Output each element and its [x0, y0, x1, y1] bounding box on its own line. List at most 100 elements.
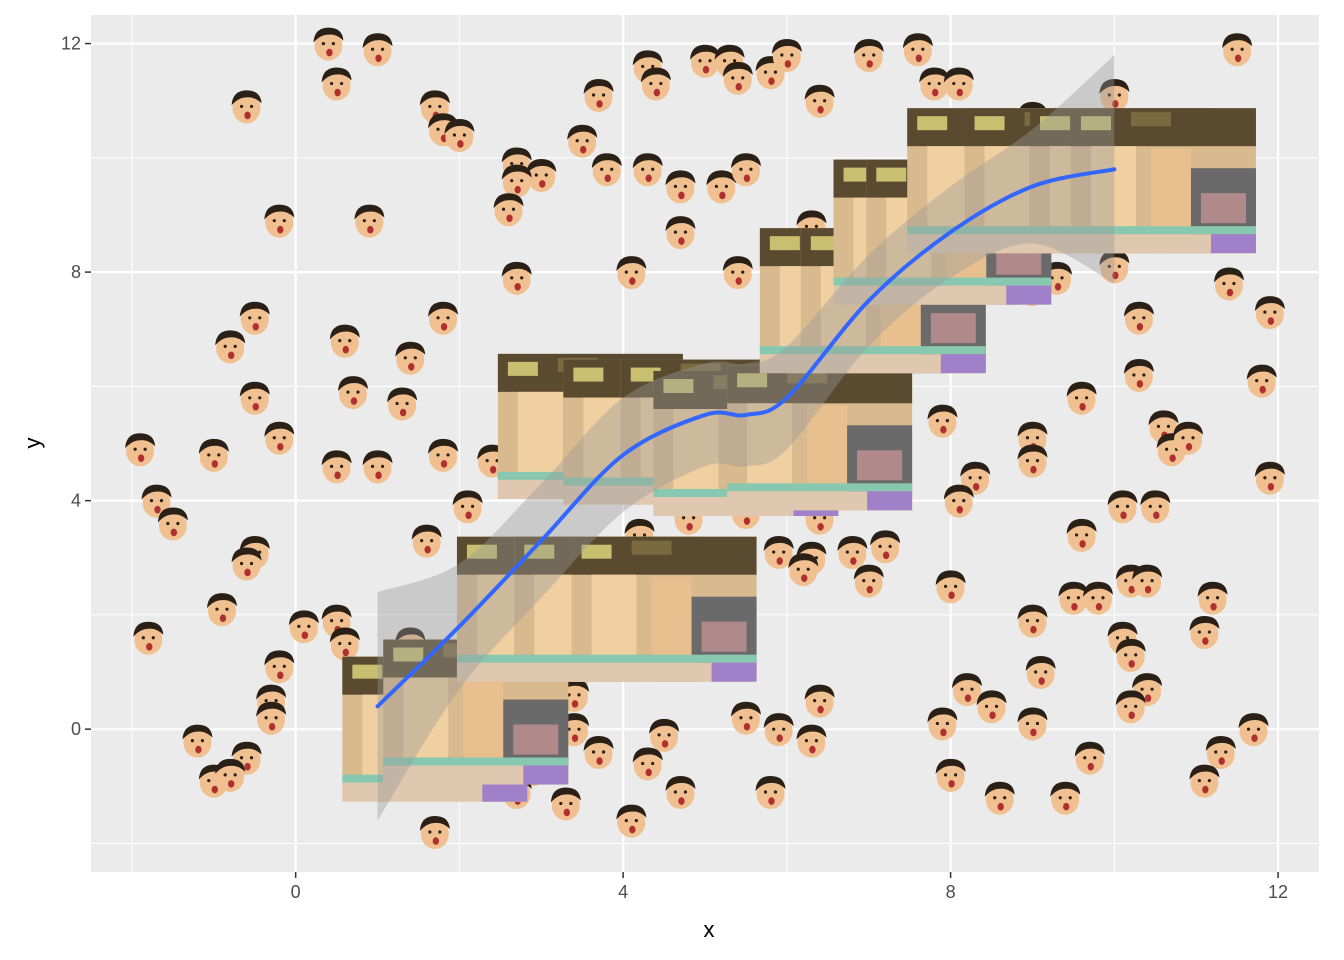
data-point [419, 816, 450, 850]
large-image [1070, 108, 1256, 254]
data-point [329, 627, 360, 661]
data-point [264, 650, 295, 684]
data-point [329, 324, 360, 358]
data-point [788, 553, 819, 587]
data-point [428, 301, 459, 335]
data-point [804, 84, 835, 118]
data-point [665, 776, 696, 810]
data-point [804, 684, 835, 718]
data-point [591, 153, 622, 187]
y-tick-label: 0 [71, 719, 81, 739]
data-point [321, 67, 352, 101]
data-point [337, 376, 368, 410]
data-point [935, 758, 966, 792]
data-point [1197, 581, 1228, 615]
large-image [727, 365, 913, 511]
data-point [1173, 421, 1204, 455]
data-point [1254, 296, 1285, 330]
data-point [1017, 707, 1048, 741]
data-point [1099, 78, 1130, 112]
data-point [837, 536, 868, 570]
data-point [1213, 267, 1244, 301]
data-point [943, 67, 974, 101]
data-point [1017, 444, 1048, 478]
data-point [1066, 381, 1097, 415]
data-point [1050, 781, 1081, 815]
data-point [1222, 33, 1253, 67]
data-point [444, 118, 475, 152]
data-point [763, 536, 794, 570]
data-point [616, 256, 647, 290]
data-point [125, 433, 156, 467]
data-point [493, 193, 524, 227]
data-point [755, 776, 786, 810]
data-point [616, 804, 647, 838]
data-point [853, 564, 884, 598]
data-point [1132, 564, 1163, 598]
x-tick-label: 4 [618, 882, 628, 902]
data-point [1082, 581, 1113, 615]
data-point [1115, 638, 1146, 672]
data-point [927, 404, 958, 438]
data-point [902, 33, 933, 67]
data-point [951, 673, 982, 707]
data-point [501, 261, 532, 295]
data-point [198, 438, 229, 472]
y-axis: 0 4 8 12 [61, 34, 91, 739]
data-point [1140, 490, 1171, 524]
large-image [571, 536, 757, 682]
data-point [387, 387, 418, 421]
data-point [583, 78, 614, 112]
data-point [984, 781, 1015, 815]
data-point [583, 736, 614, 770]
y-tick-label: 8 [71, 262, 81, 282]
data-point [771, 38, 802, 72]
data-point [1066, 518, 1097, 552]
data-point [133, 621, 164, 655]
x-tick-label: 12 [1268, 882, 1288, 902]
data-point [206, 593, 237, 627]
data-point [452, 490, 483, 524]
data-point [1123, 301, 1154, 335]
data-point [665, 216, 696, 250]
data-point [411, 524, 442, 558]
data-point [722, 61, 753, 95]
data-point [1115, 690, 1146, 724]
data-point [526, 158, 557, 192]
data-point [976, 690, 1007, 724]
data-point [1025, 656, 1056, 690]
data-point [1123, 358, 1154, 392]
x-axis: 0 4 8 12 [291, 872, 1288, 902]
data-point [215, 758, 246, 792]
data-point [231, 90, 262, 124]
data-point [1238, 713, 1269, 747]
data-point [321, 450, 352, 484]
data-point [870, 530, 901, 564]
data-point [313, 27, 344, 61]
data-point [690, 44, 720, 78]
data-point [157, 507, 188, 541]
data-point [231, 547, 262, 581]
data-point [730, 701, 761, 735]
data-point [182, 724, 213, 758]
data-point [239, 301, 270, 335]
data-point [1254, 461, 1285, 495]
data-point [919, 67, 950, 101]
data-point [1205, 736, 1236, 770]
data-point [1017, 604, 1048, 638]
data-point [501, 164, 532, 198]
data-point [215, 330, 246, 364]
data-point [853, 38, 884, 72]
data-point [550, 787, 581, 821]
data-point [264, 204, 295, 238]
data-point [362, 33, 393, 67]
data-point [428, 438, 459, 472]
data-point [1246, 364, 1277, 398]
data-point [632, 153, 663, 187]
data-point [1074, 741, 1105, 775]
data-point [796, 724, 827, 758]
data-point [706, 170, 737, 204]
data-point [288, 610, 319, 644]
data-point [1107, 490, 1138, 524]
